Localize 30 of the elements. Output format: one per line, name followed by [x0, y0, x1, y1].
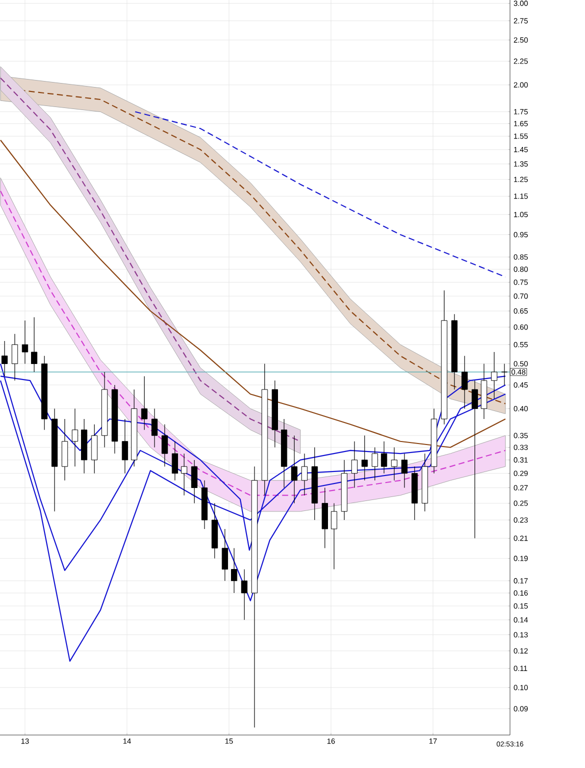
- candlestick: [291, 435, 298, 504]
- candlestick: [241, 569, 248, 620]
- candlestick: [380, 441, 388, 474]
- candlestick: [491, 352, 498, 400]
- candlestick: [1, 340, 8, 377]
- line-series: [134, 111, 506, 278]
- candlestick: [141, 376, 148, 430]
- candlestick: [162, 424, 168, 467]
- candlestick: [391, 447, 398, 481]
- candlestick: [72, 408, 78, 467]
- candlestick: [12, 334, 18, 381]
- candlestick: [122, 418, 128, 474]
- candlestick: [31, 316, 38, 372]
- candlestick: [301, 453, 308, 496]
- candlestick: [172, 441, 178, 481]
- candlestick: [462, 356, 468, 409]
- line-series: [0, 140, 506, 448]
- candlestick: [151, 408, 158, 448]
- candlestick: [401, 453, 408, 488]
- candlestick: [501, 363, 508, 386]
- candlestick: [191, 460, 198, 504]
- candlestick: [222, 528, 228, 582]
- candlestick: [472, 380, 478, 539]
- candlestick: [372, 447, 378, 481]
- candlestick: [181, 453, 188, 496]
- candlestick: [330, 502, 338, 570]
- candlestick: [351, 441, 358, 488]
- candlestick: [230, 548, 238, 594]
- candlestick: [22, 320, 28, 364]
- candlestick: [362, 435, 368, 481]
